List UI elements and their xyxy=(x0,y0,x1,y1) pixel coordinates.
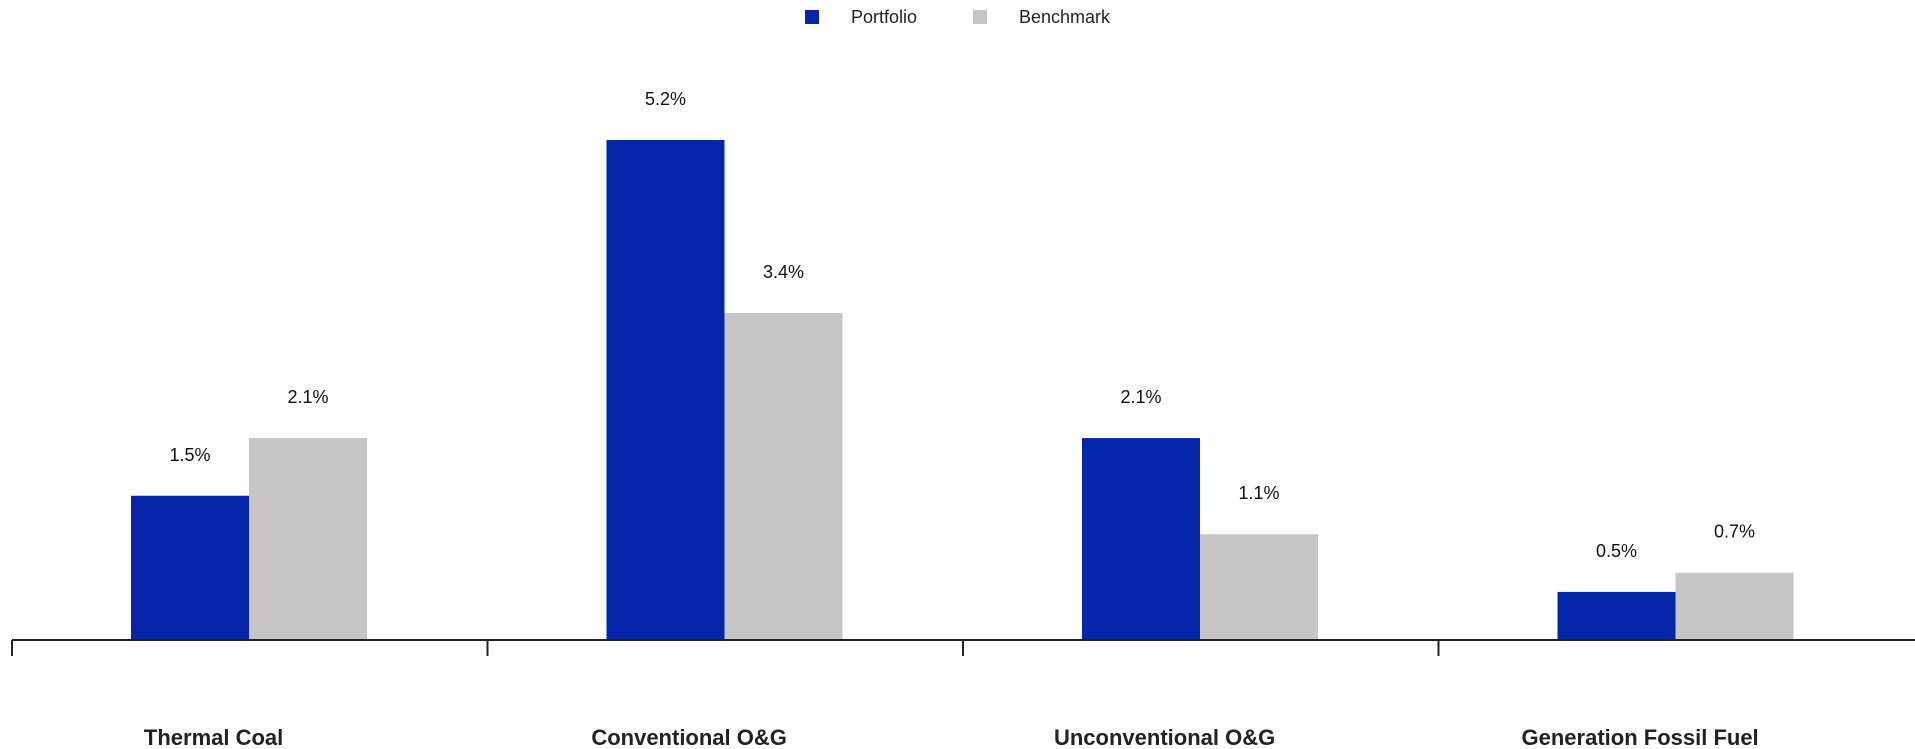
data-label-benchmark-conventional-oandg: 3.4% xyxy=(763,262,804,282)
data-label-benchmark-generation-fossil-fuel: 0.7% xyxy=(1714,522,1755,542)
legend-swatch-portfolio xyxy=(804,10,819,24)
bar-portfolio-conventional-oandg xyxy=(606,140,725,640)
legend-item-portfolio: Portfolio xyxy=(804,6,917,28)
data-label-portfolio-thermal-coal: 1.5% xyxy=(169,445,210,465)
bar-portfolio-unconventional-oandg xyxy=(1082,438,1200,640)
data-label-portfolio-generation-fossil-fuel: 0.5% xyxy=(1596,541,1637,561)
data-label-portfolio-conventional-oandg: 5.2% xyxy=(645,89,686,109)
category-label-thermal-coal: Thermal Coal xyxy=(144,725,283,749)
category-label-unconventional-oandg: Unconventional O&G xyxy=(1054,725,1275,749)
data-label-benchmark-thermal-coal: 2.1% xyxy=(287,387,328,407)
legend-label-benchmark: Benchmark xyxy=(1019,6,1111,27)
bar-benchmark-conventional-oandg xyxy=(724,313,843,640)
bar-benchmark-unconventional-oandg xyxy=(1200,534,1318,640)
legend-swatch-benchmark xyxy=(973,10,987,24)
bar-portfolio-generation-fossil-fuel xyxy=(1557,591,1676,640)
category-label-generation-fossil-fuel: Generation Fossil Fuel xyxy=(1522,725,1759,749)
data-label-portfolio-unconventional-oandg: 2.1% xyxy=(1120,387,1161,407)
data-label-benchmark-unconventional-oandg: 1.1% xyxy=(1238,483,1279,503)
bar-benchmark-generation-fossil-fuel xyxy=(1675,572,1794,640)
chart-legend: Portfolio Benchmark xyxy=(0,4,1915,30)
category-label-conventional-oandg: Conventional O&G xyxy=(591,725,787,749)
legend-item-benchmark: Benchmark xyxy=(973,7,1110,28)
bar-benchmark-thermal-coal xyxy=(249,438,367,640)
legend-label-portfolio: Portfolio xyxy=(850,6,917,27)
bar-portfolio-thermal-coal xyxy=(131,495,249,640)
